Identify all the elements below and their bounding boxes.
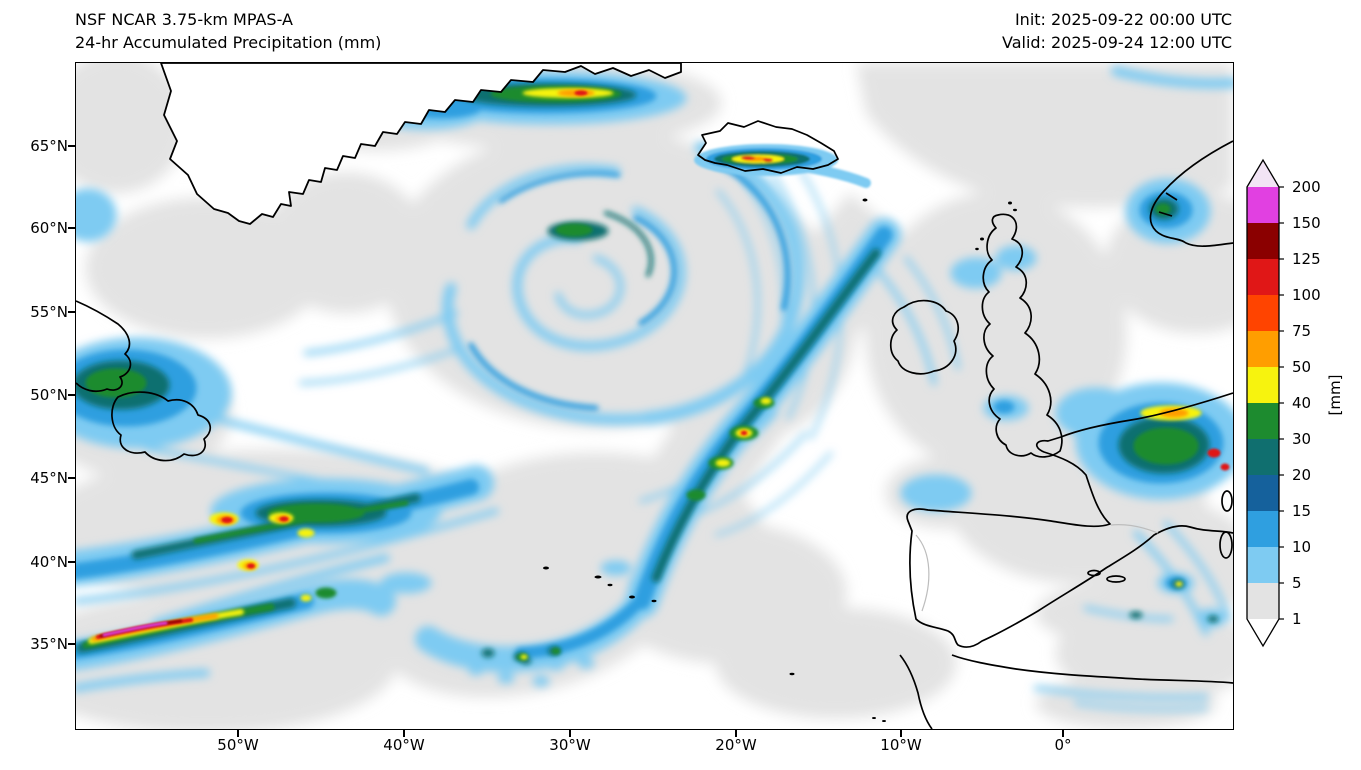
colorbar-segment: [1247, 439, 1279, 475]
colorbar-tick-label: 1: [1292, 610, 1302, 628]
colorbar-segment: [1247, 403, 1279, 439]
europe-coastline: [906, 392, 1233, 648]
colorbar-segment: [1247, 295, 1279, 331]
coastlines: [76, 140, 1233, 729]
colorbar-tick-label: 10: [1292, 538, 1312, 556]
colorbar-segment: [1247, 511, 1279, 547]
lon-tick-label: 50°W: [217, 736, 259, 754]
colorbar-tick-marks: [1279, 186, 1284, 620]
colorbar-tick-label: 150: [1292, 214, 1321, 232]
iceland-precip-band: [694, 144, 871, 188]
lat-tick-mark: [68, 643, 76, 645]
azores-islands: [543, 566, 549, 570]
colorbar-tick-label: 125: [1292, 250, 1321, 268]
lon-tick-mark: [403, 729, 405, 737]
iceland-coastline: [697, 120, 839, 174]
country-borders: [915, 524, 1159, 612]
colorbar-segment: [1247, 187, 1279, 223]
ibiza-island: [1087, 569, 1101, 577]
precip-layer-magenta: [102, 621, 168, 637]
africa-atlantic-coastline: [899, 654, 933, 729]
lon-tick-mark: [900, 729, 902, 737]
colorbar-segment: [1247, 583, 1279, 619]
colorbar-tick-label: 50: [1292, 358, 1312, 376]
lon-tick-label: 0°: [1054, 736, 1072, 754]
great-britain-coastline: [981, 213, 1063, 458]
colorbar-unit-label: [mm]: [1326, 374, 1344, 416]
colorbar-tick-label: 75: [1292, 322, 1312, 340]
lat-tick-label: 40°N: [30, 553, 68, 571]
colorbar-tick-label: 100: [1292, 286, 1321, 304]
colorbar-tick-label: 5: [1292, 574, 1302, 592]
colorbar-segment: [1247, 223, 1279, 259]
small-islands: [543, 198, 1017, 722]
colorbar: [1246, 158, 1284, 648]
labrador-coastline: [76, 300, 132, 393]
lat-tick-label: 45°N: [30, 469, 68, 487]
colorbar-segment: [1247, 475, 1279, 511]
lat-tick-mark: [68, 227, 76, 229]
field-title: 24-hr Accumulated Precipitation (mm): [75, 33, 382, 52]
colorbar-segment: [1247, 331, 1279, 367]
lat-tick-mark: [68, 145, 76, 147]
lat-tick-label: 60°N: [30, 219, 68, 237]
colorbar-arrow-above: [1247, 160, 1279, 187]
lon-tick-label: 10°W: [880, 736, 922, 754]
lat-tick-mark: [68, 311, 76, 313]
lon-tick-label: 20°W: [715, 736, 757, 754]
valid-time: Valid: 2025-09-24 12:00 UTC: [1001, 33, 1232, 52]
lat-tick-label: 50°N: [30, 386, 68, 404]
lat-tick-label: 65°N: [30, 137, 68, 155]
hebrides-islands: [980, 237, 984, 241]
colorbar-tick-label: 30: [1292, 430, 1312, 448]
lon-tick-mark: [569, 729, 571, 737]
sardinia-island: [1219, 531, 1233, 559]
colorbar-segment: [1247, 547, 1279, 583]
canary-islands: [872, 717, 876, 719]
map-canvas: [75, 62, 1234, 730]
newfoundland-coastline: [111, 391, 212, 462]
lat-tick-label: 35°N: [30, 635, 68, 653]
lon-tick-mark: [735, 729, 737, 737]
lat-tick-mark: [68, 561, 76, 563]
lat-tick-mark: [68, 394, 76, 396]
colorbar-tick-label: 15: [1292, 502, 1312, 520]
plot-title-block: NSF NCAR 3.75-km MPAS-A 24-hr Accumulate…: [75, 8, 381, 54]
faroe-islands: [862, 198, 868, 202]
africa-mediterranean-coastline: [951, 654, 1233, 684]
ireland-coastline: [889, 299, 959, 375]
lat-tick-label: 55°N: [30, 303, 68, 321]
greenland-coastline: [160, 63, 682, 225]
colorbar-arrow-below: [1247, 619, 1279, 646]
lat-tick-mark: [68, 477, 76, 479]
colorbar-segment: [1247, 259, 1279, 295]
norway-coastline: [1149, 140, 1233, 248]
lon-tick-label: 40°W: [383, 736, 425, 754]
time-info-block: Init: 2025-09-22 00:00 UTC Valid: 2025-0…: [1002, 8, 1232, 54]
precipitation-map: [76, 63, 1233, 729]
lon-tick-mark: [1062, 729, 1064, 737]
madeira-island: [789, 672, 795, 676]
corsica-island: [1221, 490, 1233, 512]
model-title: NSF NCAR 3.75-km MPAS-A: [75, 10, 293, 29]
lon-tick-mark: [237, 729, 239, 737]
shetland-islands: [1008, 201, 1012, 205]
colorbar-tick-label: 40: [1292, 394, 1312, 412]
init-time: Init: 2025-09-22 00:00 UTC: [1014, 10, 1232, 29]
mallorca-island: [1106, 575, 1126, 583]
colorbar-tick-label: 20: [1292, 466, 1312, 484]
lon-tick-label: 30°W: [549, 736, 591, 754]
colorbar-segment: [1247, 367, 1279, 403]
norway-fjords: [1158, 192, 1178, 217]
colorbar-tick-label: 200: [1292, 178, 1321, 196]
